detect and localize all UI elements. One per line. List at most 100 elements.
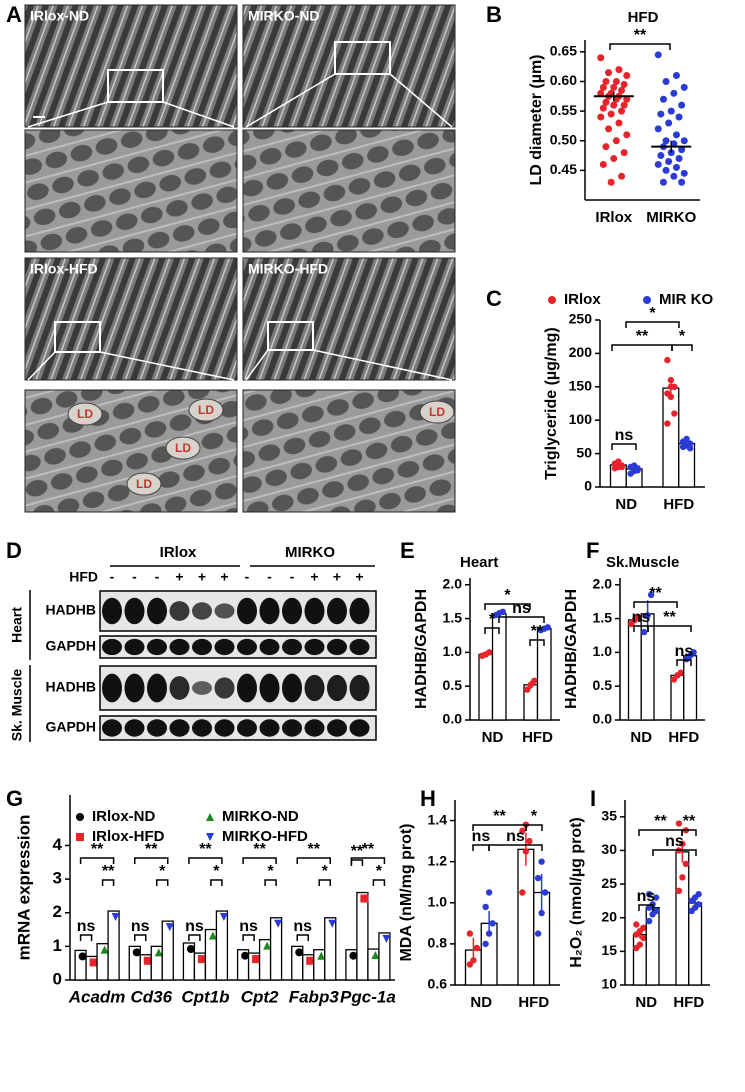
legend-marker: [548, 296, 556, 304]
significance-bracket: [647, 625, 692, 632]
data-point: [662, 137, 670, 145]
data-point: [682, 860, 690, 868]
significance-bracket: [188, 934, 201, 941]
blot-band: [214, 719, 235, 737]
y-tick-label: 4: [53, 835, 63, 854]
data-point: [630, 462, 638, 469]
y-tick-label: 2.0: [443, 575, 463, 591]
significance-label: ns: [665, 833, 684, 850]
data-point: [295, 948, 304, 957]
x-tick-label: HFD: [522, 729, 553, 746]
panel-letter: B: [486, 2, 502, 27]
significance-label: *: [159, 863, 166, 880]
significance-label: **: [663, 609, 676, 626]
significance-label: **: [636, 328, 649, 345]
y-tick-label: 0.5: [443, 677, 463, 693]
data-point: [686, 440, 694, 447]
x-tick-label: MIRKO: [646, 209, 696, 226]
blot-band: [102, 597, 122, 625]
significance-label: **: [91, 841, 104, 858]
blot-band: [282, 638, 302, 656]
bar: [517, 848, 535, 986]
x-tick-label: ND: [635, 994, 657, 1011]
data-point: [526, 837, 533, 845]
data-point: [640, 924, 647, 932]
y-tick-label: 1.2: [428, 852, 448, 868]
data-point: [654, 160, 662, 168]
protein-label: GAPDH: [45, 638, 96, 654]
significance-bracket: [210, 879, 223, 886]
data-point: [100, 945, 109, 954]
ld-label: LD: [77, 407, 93, 421]
data-point: [252, 955, 261, 964]
significance-bracket: [611, 344, 673, 351]
y-tick-label: 0.65: [550, 43, 577, 59]
x-tick-label: Cpt2: [241, 987, 279, 1006]
data-point: [633, 921, 640, 928]
data-point: [678, 101, 686, 109]
data-point: [667, 393, 675, 401]
y-tick-label: 50: [576, 444, 592, 460]
significance-bracket: [611, 443, 637, 450]
significance-label: **: [654, 813, 667, 830]
data-point: [679, 874, 686, 881]
significance-label: *: [531, 808, 538, 825]
data-point: [680, 83, 688, 91]
lipid-droplet: [67, 402, 103, 426]
x-tick-label: ND: [615, 496, 637, 513]
significance-label: ns: [472, 828, 491, 845]
data-point: [89, 958, 98, 967]
blot-band: [102, 638, 122, 656]
data-point: [197, 955, 206, 964]
significance-bracket: [529, 639, 545, 646]
hfd-sign: -: [267, 569, 272, 585]
panel-letter: E: [400, 538, 415, 563]
significance-label: *: [322, 863, 329, 880]
data-point: [647, 591, 655, 599]
data-point: [645, 890, 653, 898]
data-point: [675, 155, 683, 163]
y-tick-label: 0.5: [593, 677, 613, 693]
data-point: [489, 920, 496, 927]
data-point: [662, 77, 670, 85]
zoom-line: [245, 73, 336, 128]
data-point: [695, 901, 702, 908]
data-point: [623, 95, 631, 103]
hfd-sign: +: [333, 569, 341, 585]
data-point: [635, 614, 642, 621]
blot-band: [169, 719, 190, 737]
y-tick-label: 0.60: [550, 72, 577, 88]
data-point: [208, 931, 217, 940]
y-tick-label: 0.45: [550, 161, 577, 177]
significance-bracket: [350, 857, 386, 864]
y-tick-label: 0.8: [428, 935, 448, 951]
data-point: [597, 89, 605, 97]
y-tick-label: 0.0: [443, 711, 463, 727]
significance-label: *: [267, 863, 274, 880]
micrograph: [242, 4, 456, 128]
data-point: [605, 69, 613, 77]
ld-label: LD: [429, 405, 445, 419]
data-point: [306, 956, 315, 965]
bar: [367, 948, 380, 981]
y-axis-label: H₂O₂ (nmol/µg prot): [568, 817, 585, 968]
blot-band: [327, 674, 347, 702]
x-tick-label: HFD: [518, 994, 549, 1011]
data-point: [665, 157, 673, 165]
legend-marker: [76, 813, 84, 821]
lipid-droplet: [126, 472, 162, 496]
data-point: [670, 140, 678, 148]
zoom-line: [245, 349, 269, 381]
protein-label: HADHB: [45, 602, 96, 618]
blot-band: [259, 597, 280, 625]
significance-bracket: [525, 824, 543, 831]
significance-bracket: [350, 859, 364, 866]
significance-bracket: [296, 857, 331, 864]
blot-band: [349, 597, 370, 625]
blot-band: [124, 719, 145, 737]
bar: [688, 902, 703, 986]
blot-band: [124, 597, 145, 625]
x-tick-label: Cd36: [130, 987, 172, 1006]
blot-band: [259, 719, 280, 737]
significance-label: *: [504, 587, 511, 604]
